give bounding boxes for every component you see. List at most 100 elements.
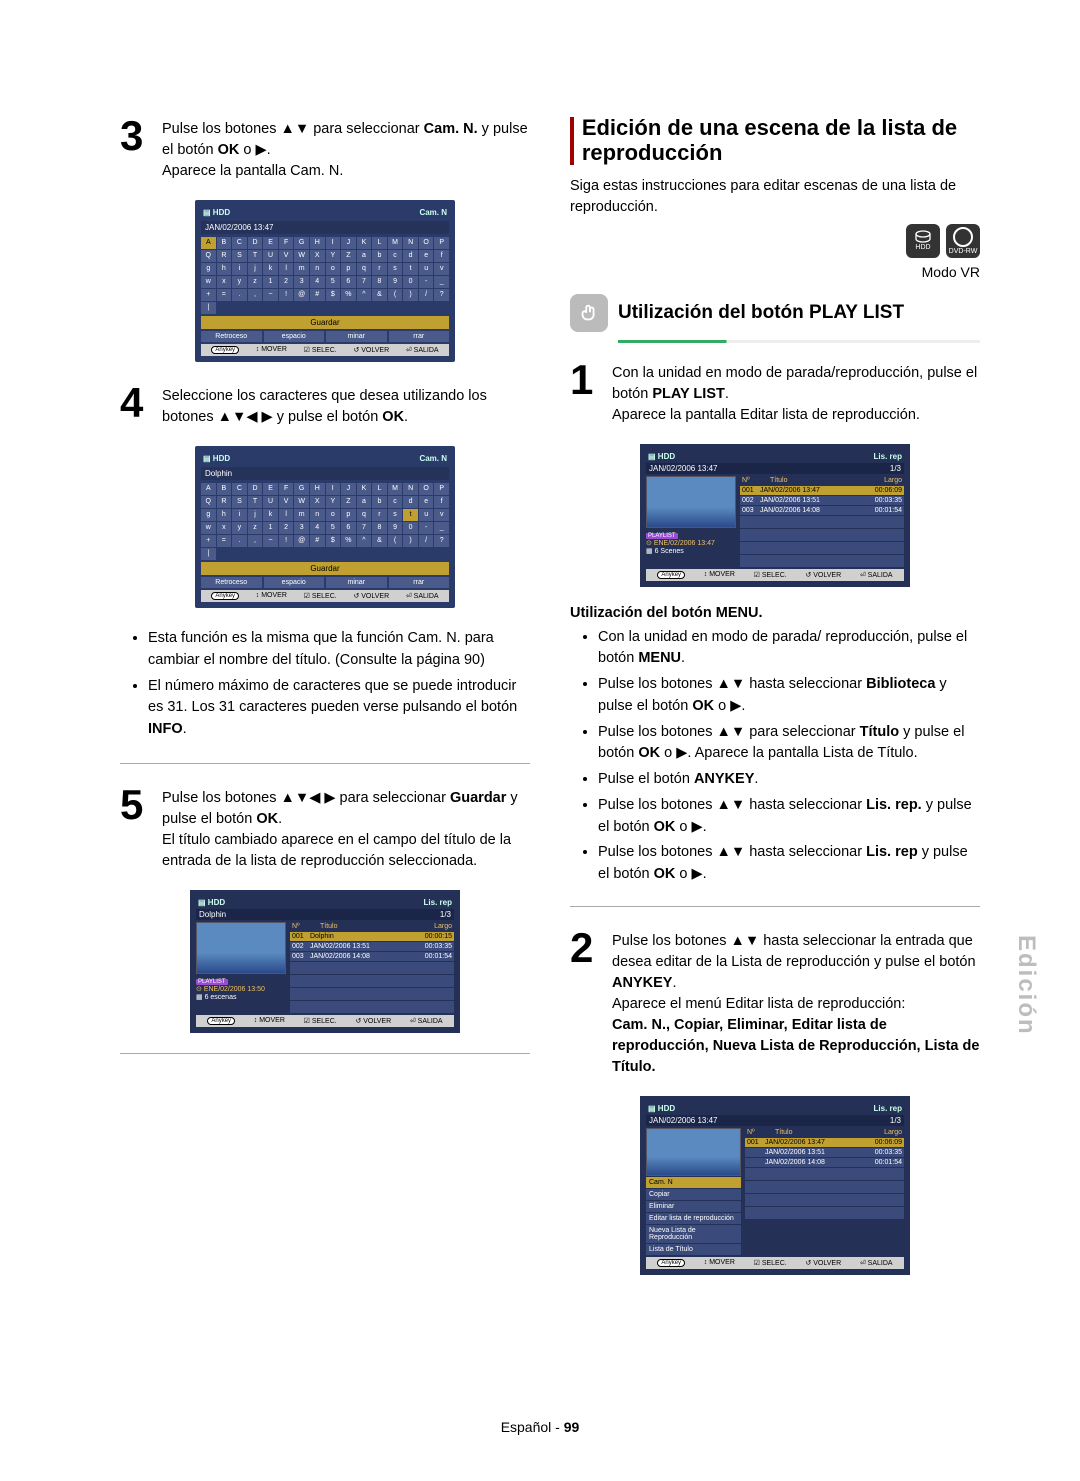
count: 1/3 [440,910,451,919]
sub: JAN/02/2006 13:47 [201,221,449,234]
sep: - [551,1419,563,1435]
corner: Lis. rep [874,1104,902,1113]
thumbnail [646,476,736,528]
subhead-title: Utilización del botón PLAY LIST [618,302,904,324]
step-number: 2 [570,927,602,1078]
onscreen-keyboard: ▤ HDD Cam. N JAN/02/2006 13:47 ABCDEFGHI… [195,200,455,362]
thumbnail [646,1128,741,1176]
page-footer: Español - 99 [0,1419,1080,1435]
list-rows: NºTítuloLargo001JAN/02/2006 13:4700:06:0… [745,1128,904,1255]
side-tab: Edición [1012,935,1040,1036]
hdd-mode-icon: HDD [906,224,940,258]
step-2: 2 Pulse los botones ▲▼ hasta seleccionar… [570,927,980,1078]
sub: Dolphin [201,467,449,480]
context-menu: Cam. NCopiarEliminarEditar lista de repr… [646,1128,741,1255]
bold: ANYKEY [612,975,672,991]
playlist-screen: ▤ HDD Lis. rep Dolphin 1/3 PLAYLIST ⊙ EN… [190,890,460,1033]
intro: Siga estas instrucciones para editar esc… [570,176,980,218]
save-bar: Guardar [201,316,449,329]
bold: OK [382,409,404,425]
bullets-step4: Esta función es la misma que la función … [120,628,530,741]
subhead: Utilización del botón PLAY LIST [570,294,980,332]
key-grid: ABCDEFGHIJKLMNOPQRSTUVWXYZabcdefghijklmn… [201,237,449,314]
label: DVD-RW [949,248,978,255]
count: 1/3 [890,464,901,473]
hdd-icon: ▤ [648,452,656,461]
button-row: Retrocesoespaciominarrrar [201,577,449,588]
bold: Cam. N. [424,121,478,137]
text: Aparece el menú Editar lista de reproduc… [612,996,905,1012]
step-number: 1 [570,359,602,426]
section-title: Edición de una escena de la lista de rep… [582,115,980,166]
playlist-badge: PLAYLIST [196,979,228,985]
mode-row: HDD DVD-RW [570,224,980,258]
meta: ENE/02/2006 13:47 [654,540,715,547]
step-1: 1 Con la unidad en modo de parada/reprod… [570,359,980,426]
footer-row: Anykey↕ MOVER☑ SELEC.↺ VOLVER⏎ SALIDA [201,344,449,356]
dvdrw-mode-icon: DVD-RW [946,224,980,258]
right-column: Edición de una escena de la lista de rep… [570,115,980,1293]
sub: JAN/02/2006 13:47 [649,1116,718,1125]
meta: ENE/02/2006 13:50 [204,986,265,993]
hdd-label: HDD [208,898,225,907]
hdd-label: HDD [658,1104,675,1113]
text: . [725,386,729,402]
list-rows: NºTítuloLargo001Dolphin00:00:15002JAN/02… [290,922,454,1013]
sub: JAN/02/2006 13:47 [649,464,718,473]
footer-row: Anykey↕ MOVER☑ SELEC.↺ VOLVER⏎ SALIDA [201,590,449,602]
divider [120,763,530,764]
text: . [672,975,676,991]
subhead-underline [618,340,980,343]
step-4: 4 Seleccione los caracteres que desea ut… [120,382,530,428]
text: o ▶. [239,142,270,158]
text: El título cambiado aparece en el campo d… [162,832,511,869]
text: . [278,811,282,827]
section-head: Edición de una escena de la lista de rep… [570,115,980,166]
text: Pulse los botones ▲▼◀ ▶ para seleccionar [162,790,450,806]
step-number: 5 [120,784,152,872]
bold: OK [256,811,278,827]
bold: PLAY LIST [652,386,725,402]
step-number: 4 [120,382,152,428]
divider [570,906,980,907]
step-body: Pulse los botones ▲▼ hasta seleccionar l… [612,927,980,1078]
left-column: 3 Pulse los botones ▲▼ para seleccionar … [120,115,530,1293]
bold: Cam. N., Copiar, Eliminar, Editar lista … [612,1017,979,1075]
menu-bullets: Con la unidad en modo de parada/ reprodu… [570,627,980,886]
step-5: 5 Pulse los botones ▲▼◀ ▶ para seleccion… [120,784,530,872]
corner: Cam. N [419,208,447,217]
text: Pulse los botones ▲▼ para seleccionar [162,121,424,137]
hdd-icon: ▤ [203,454,211,463]
onscreen-keyboard: ▤ HDD Cam. N Dolphin ABCDEFGHIJKLMNOPQRS… [195,446,455,608]
step-number: 3 [120,115,152,182]
meta: 6 Scenes [655,548,684,555]
hdd-label: HDD [213,208,230,217]
thumbnail [196,922,286,974]
step-body: Pulse los botones ▲▼ para seleccionar Ca… [162,115,530,182]
hdd-label: HDD [658,452,675,461]
playlist-menu-screen: ▤ HDD Lis. rep JAN/02/2006 13:47 1/3 Cam… [640,1096,910,1275]
step-3: 3 Pulse los botones ▲▼ para seleccionar … [120,115,530,182]
button-row: Retrocesoespaciominarrrar [201,331,449,342]
bold: OK [218,142,240,158]
list-rows: NºTítuloLargo001JAN/02/2006 13:4700:06:0… [740,476,904,567]
footer-row: Anykey↕ MOVER☑ SELEC.↺ VOLVER⏎ SALIDA [646,569,904,581]
hdd-icon: ▤ [648,1104,656,1113]
corner: Lis. rep [424,898,452,907]
text: Aparece la pantalla Editar lista de repr… [612,407,920,423]
lang: Español [501,1419,552,1435]
corner: Lis. rep [874,452,902,461]
corner: Cam. N [419,454,447,463]
step-body: Seleccione los caracteres que desea util… [162,382,530,428]
hdd-icon: ▤ [203,208,211,217]
text: . [404,409,408,425]
playlist-badge: PLAYLIST [646,533,678,539]
hdd-icon: ▤ [198,898,206,907]
key-grid: ABCDEFGHIJKLMNOPQRSTUVWXYZabcdefghijklmn… [201,483,449,560]
step-body: Pulse los botones ▲▼◀ ▶ para seleccionar… [162,784,530,872]
mode-label: Modo VR [570,264,980,280]
footer-row: Anykey↕ MOVER☑ SELEC.↺ VOLVER⏎ SALIDA [646,1257,904,1269]
label: HDD [915,244,930,251]
step-body: Con la unidad en modo de parada/reproduc… [612,359,980,426]
meta: 6 escenas [205,994,237,1001]
